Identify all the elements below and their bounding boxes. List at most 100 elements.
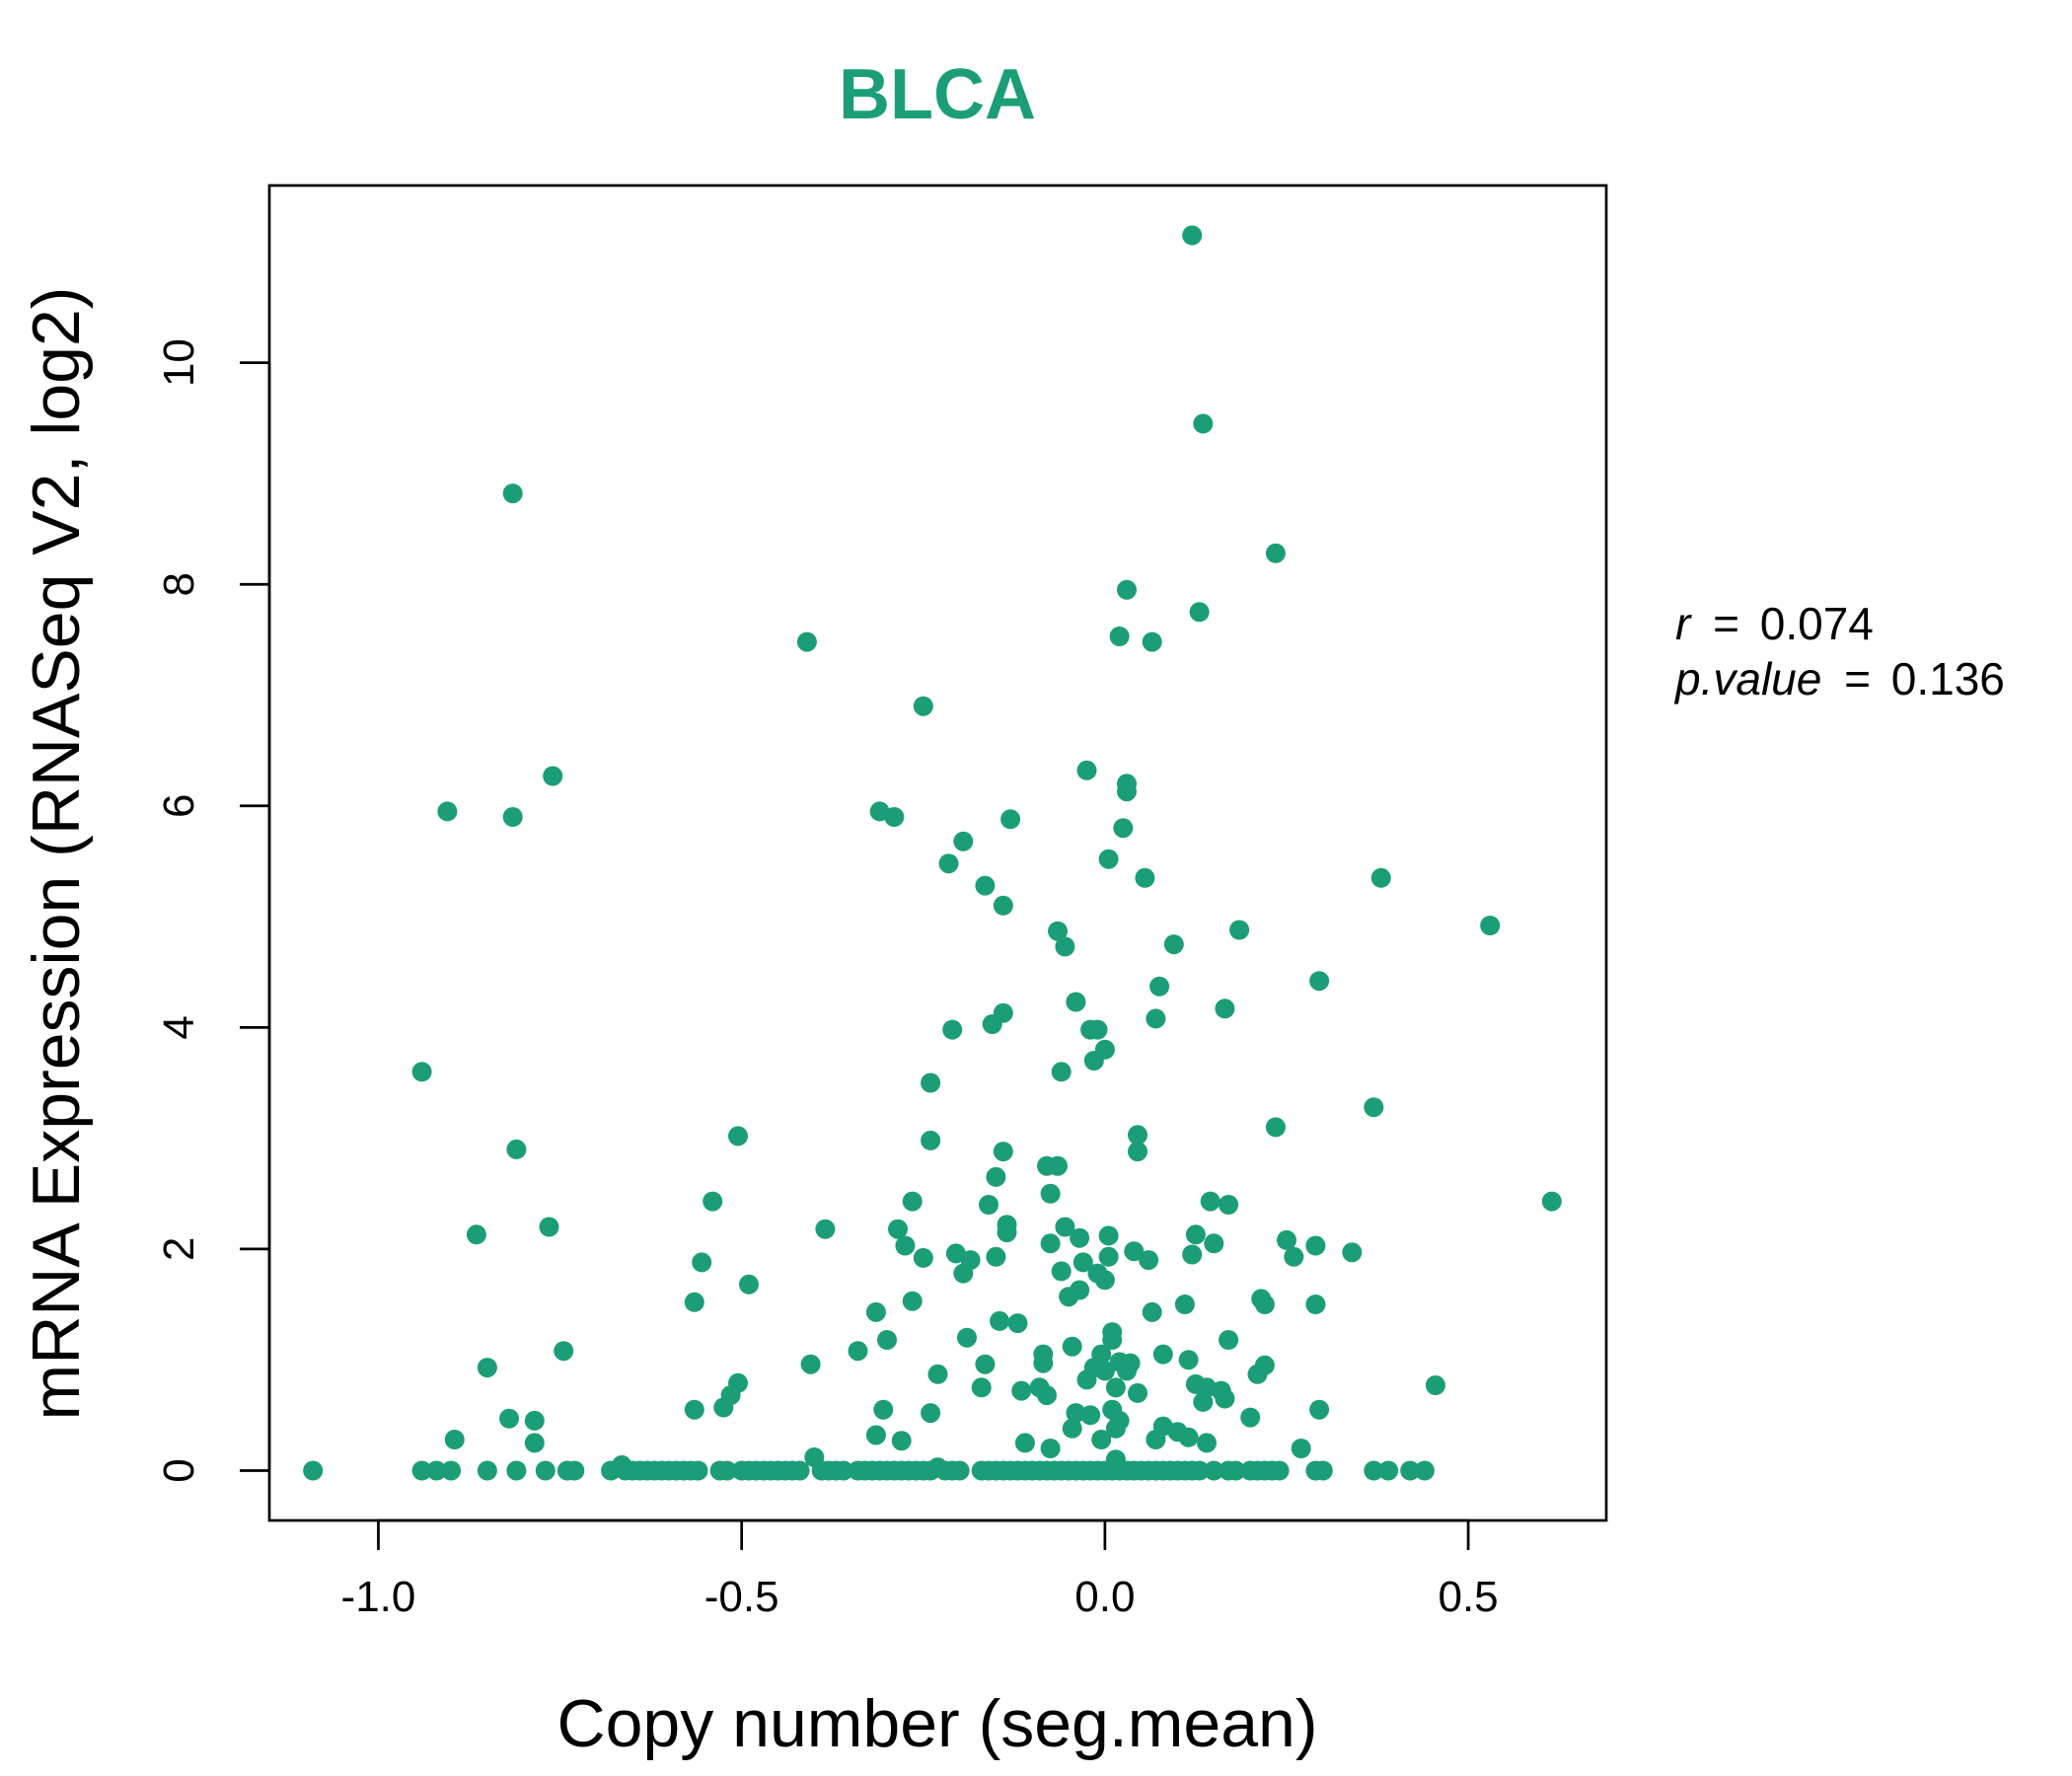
data-point <box>1146 1008 1166 1029</box>
data-point <box>441 1460 462 1481</box>
data-point <box>1541 1191 1562 1212</box>
data-point <box>466 1224 486 1245</box>
data-point <box>800 1354 821 1374</box>
r-value: 0.074 <box>1760 598 1874 649</box>
data-point <box>1051 1261 1072 1282</box>
data-point <box>739 1274 759 1295</box>
data-point <box>1189 602 1210 623</box>
data-point <box>1182 225 1203 246</box>
plot-frame <box>267 184 1608 1522</box>
data-point <box>1229 920 1250 940</box>
data-point <box>477 1460 497 1481</box>
data-point <box>1007 1313 1028 1334</box>
data-point <box>1480 916 1501 935</box>
y-tick-label: 6 <box>155 794 203 818</box>
data-point <box>1414 1460 1435 1481</box>
x-tick-label: 0.5 <box>1438 1573 1498 1621</box>
r-label: r <box>1675 598 1692 649</box>
data-point <box>1163 934 1184 955</box>
data-point <box>1109 1410 1130 1431</box>
data-point <box>539 1217 559 1237</box>
data-point <box>913 696 933 716</box>
data-point <box>902 1191 923 1212</box>
data-point <box>1113 818 1134 839</box>
data-point <box>1425 1375 1445 1395</box>
data-point <box>1048 1155 1068 1176</box>
data-point <box>1400 1460 1421 1481</box>
data-point <box>1128 1382 1147 1403</box>
data-point <box>815 1219 836 1239</box>
data-point <box>993 895 1013 916</box>
data-point <box>1142 1301 1162 1322</box>
data-point <box>1197 1433 1217 1453</box>
data-point <box>1040 1233 1061 1254</box>
data-point <box>993 1142 1013 1162</box>
data-point <box>1152 1344 1173 1365</box>
data-point <box>1062 1418 1082 1439</box>
data-point <box>1076 760 1097 780</box>
data-point <box>1139 1250 1159 1271</box>
p-value: 0.136 <box>1891 653 2005 704</box>
data-point <box>957 1327 977 1348</box>
data-point <box>1098 1246 1119 1267</box>
y-tick-label: 2 <box>155 1237 203 1261</box>
data-point <box>986 1166 1006 1187</box>
data-point <box>1189 1460 1210 1481</box>
data-point <box>927 1364 948 1384</box>
data-point <box>1066 992 1086 1012</box>
y-axis: 0 2 4 6 8 10 <box>155 338 271 1483</box>
data-point <box>1370 867 1391 888</box>
data-point <box>437 801 458 822</box>
data-point <box>873 1399 894 1420</box>
x-tick-label: -0.5 <box>704 1573 779 1621</box>
data-point <box>1178 1350 1199 1370</box>
data-point <box>1269 1460 1290 1481</box>
data-point <box>688 1460 708 1481</box>
r-statistic: r = 0.074 <box>1675 598 1874 649</box>
data-point <box>888 1219 908 1239</box>
p-equals: = <box>1844 653 1871 704</box>
data-point <box>1091 1430 1112 1449</box>
data-point <box>1091 1344 1112 1365</box>
data-point <box>506 1460 527 1481</box>
x-tick-label: -1.0 <box>341 1573 416 1621</box>
data-point <box>1073 1252 1093 1273</box>
data-point <box>921 1403 941 1424</box>
data-point <box>975 1354 996 1374</box>
x-tick-label: 0.0 <box>1074 1573 1135 1621</box>
data-point <box>506 1139 527 1159</box>
data-point <box>1040 1183 1061 1204</box>
data-point <box>716 1460 737 1481</box>
data-point <box>1309 1399 1330 1420</box>
data-point <box>913 1247 933 1268</box>
data-point <box>1309 971 1330 992</box>
data-point <box>993 1002 1013 1023</box>
data-point <box>1011 1380 1032 1401</box>
data-point <box>1120 1353 1141 1373</box>
data-point <box>1225 1460 1246 1481</box>
x-axis-label: Copy number (seg.mean) <box>556 1686 1317 1761</box>
data-point <box>303 1460 324 1481</box>
data-point <box>1070 1227 1090 1248</box>
data-point <box>1378 1460 1399 1481</box>
data-point <box>902 1291 923 1311</box>
data-point <box>564 1460 585 1481</box>
data-point <box>921 1130 941 1150</box>
data-point <box>1080 1405 1101 1426</box>
y-axis-label: mRNA Expression (RNASeq V2, log2) <box>19 287 94 1421</box>
data-point <box>938 853 959 874</box>
data-point <box>1062 1336 1082 1357</box>
data-point <box>895 1235 916 1256</box>
data-point <box>1014 1433 1035 1453</box>
chart-title: BLCA <box>839 55 1036 134</box>
data-point <box>975 875 996 896</box>
r-equals: = <box>1713 598 1739 649</box>
p-value-statistic: p.value = 0.136 <box>1673 653 2005 704</box>
y-tick-label: 0 <box>155 1458 203 1482</box>
data-point <box>1277 1229 1296 1250</box>
data-point <box>1185 1224 1206 1245</box>
data-point <box>1240 1407 1261 1428</box>
data-point <box>979 1195 999 1215</box>
data-point <box>877 1330 897 1350</box>
data-point <box>1142 631 1162 652</box>
